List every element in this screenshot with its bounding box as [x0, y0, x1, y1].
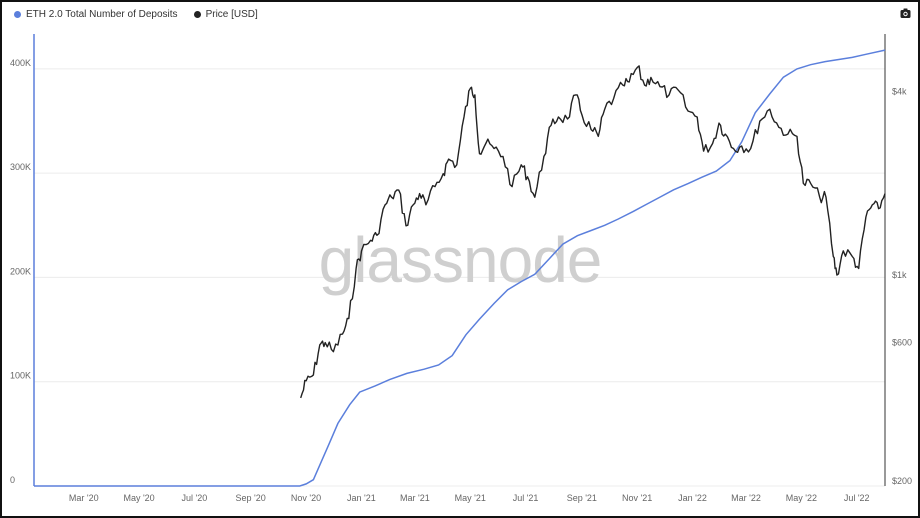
legend-label-price: Price [USD] — [205, 9, 258, 20]
y-left-tick-label: 0 — [10, 475, 15, 485]
x-tick-label: May '22 — [786, 493, 817, 503]
series-line-deposits — [34, 49, 886, 487]
series-line-price — [300, 65, 886, 399]
legend-label-deposits: ETH 2.0 Total Number of Deposits — [26, 9, 178, 20]
x-tick-label: May '21 — [455, 493, 486, 503]
y-right-tick-label: $4k — [892, 87, 907, 97]
x-tick-label: Jul '21 — [513, 493, 539, 503]
legend: ETH 2.0 Total Number of Deposits Price [… — [14, 9, 258, 20]
x-tick-label: Mar '22 — [731, 493, 761, 503]
x-tick-label: Jan '22 — [678, 493, 707, 503]
x-tick-label: Jul '22 — [844, 493, 870, 503]
watermark: glassnode — [319, 224, 602, 296]
x-tick-label: May '20 — [123, 493, 154, 503]
camera-icon[interactable] — [900, 8, 911, 19]
y-left-axis: 0 100K 200K 300K 400K — [10, 58, 31, 485]
y-right-tick-label: $200 — [892, 476, 912, 486]
y-left-tick-label: 200K — [10, 266, 31, 276]
x-tick-label: Nov '21 — [622, 493, 652, 503]
x-tick-label: Sep '20 — [236, 493, 266, 503]
y-left-tick-label: 400K — [10, 58, 31, 68]
y-right-tick-label: $600 — [892, 338, 912, 348]
y-right-axis: $200 $600 $1k $4k — [892, 87, 912, 486]
x-tick-label: Mar '21 — [400, 493, 430, 503]
x-tick-label: Jan '21 — [347, 493, 376, 503]
x-tick-label: Jul '20 — [182, 493, 208, 503]
y-left-tick-label: 100K — [10, 371, 31, 381]
legend-item-deposits[interactable]: ETH 2.0 Total Number of Deposits — [14, 9, 178, 20]
x-tick-label: Nov '20 — [291, 493, 321, 503]
y-left-tick-label: 300K — [10, 162, 31, 172]
legend-dot-deposits — [14, 11, 21, 18]
x-tick-label: Mar '20 — [69, 493, 99, 503]
y-right-tick-label: $1k — [892, 270, 907, 280]
legend-dot-price — [193, 11, 201, 18]
x-axis: Mar '20 May '20 Jul '20 Sep '20 Nov '20 Jan '… — [69, 493, 870, 503]
legend-item-price[interactable]: Price [USD] — [193, 9, 258, 20]
x-tick-label: Sep '21 — [567, 493, 597, 503]
